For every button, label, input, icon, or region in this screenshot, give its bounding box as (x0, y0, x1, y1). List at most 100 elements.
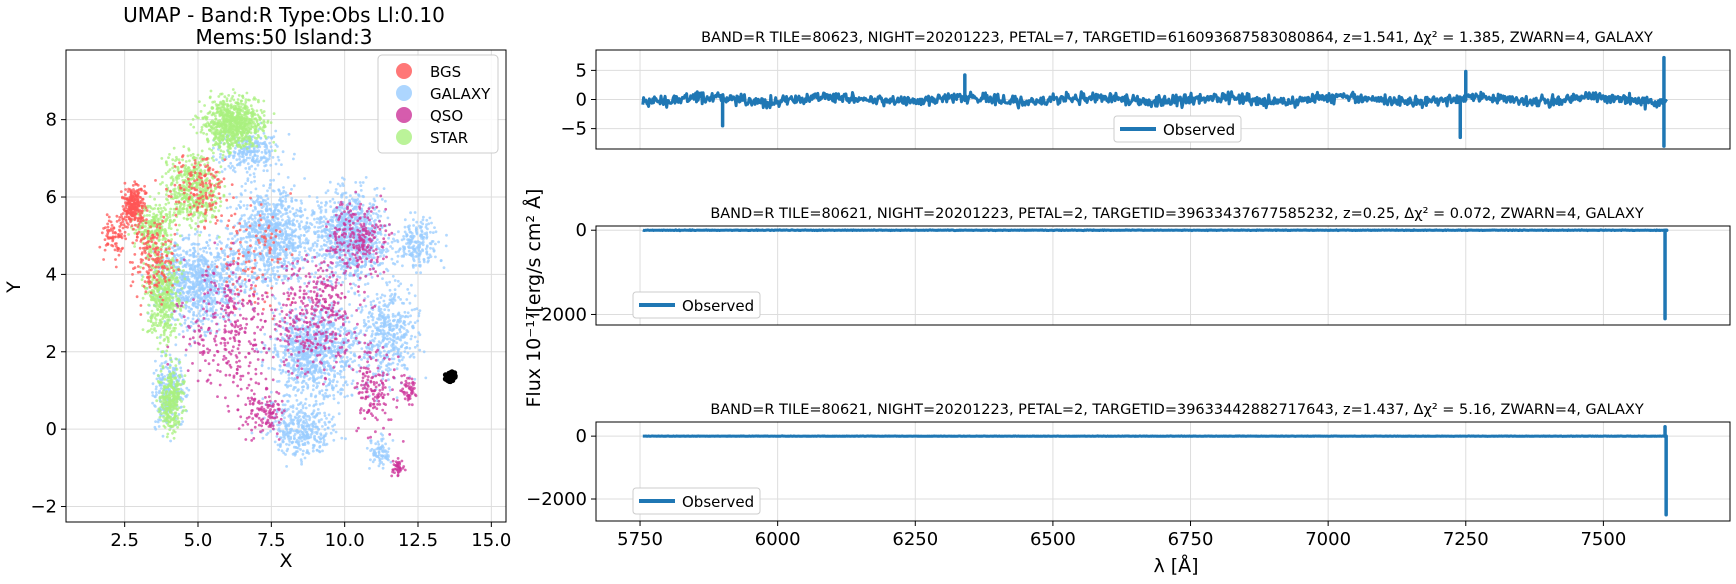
umap-point-galaxy (286, 176, 290, 179)
umap-point-galaxy (295, 219, 299, 223)
umap-point-galaxy (348, 303, 351, 306)
umap-point-galaxy (351, 379, 355, 383)
umap-point-galaxy (249, 234, 253, 238)
umap-point-galaxy (310, 431, 314, 435)
umap-point-galaxy (309, 360, 312, 363)
umap-point-galaxy (347, 216, 351, 220)
umap-point-galaxy (292, 359, 296, 363)
umap-point-galaxy (243, 282, 247, 286)
umap-point-galaxy (303, 282, 307, 285)
umap-point-galaxy (371, 338, 374, 342)
umap-point-galaxy (240, 214, 244, 218)
umap-point-galaxy (324, 234, 327, 238)
umap-point-galaxy (294, 368, 298, 372)
umap-point-galaxy (381, 316, 385, 320)
umap-point-galaxy (414, 264, 418, 267)
umap-point-galaxy (375, 343, 379, 347)
umap-point-galaxy (334, 350, 337, 354)
umap-point-galaxy (428, 216, 432, 220)
umap-point-galaxy (172, 249, 176, 253)
umap-point-galaxy (251, 217, 254, 221)
umap-point-galaxy (336, 390, 340, 394)
umap-point-galaxy (197, 303, 201, 307)
umap-point-galaxy (321, 402, 325, 405)
umap-point-galaxy (398, 248, 401, 252)
umap-point-galaxy (368, 467, 371, 470)
umap-point-galaxy (177, 273, 181, 276)
umap-point-galaxy (256, 201, 260, 204)
umap-point-galaxy (379, 324, 383, 328)
umap-point-galaxy (203, 330, 207, 334)
umap-point-galaxy (160, 373, 164, 376)
umap-point-galaxy (394, 314, 397, 318)
umap-point-galaxy (416, 319, 420, 323)
umap-point-galaxy (383, 233, 387, 237)
umap-title-line1: UMAP - Band:R Type:Obs Ll:0.10 (123, 3, 445, 27)
umap-point-galaxy (283, 394, 287, 397)
umap-point-galaxy (191, 282, 195, 286)
umap-point-galaxy (306, 386, 309, 390)
umap-point-galaxy (287, 355, 291, 359)
umap-point-galaxy (205, 307, 209, 311)
umap-point-galaxy (408, 346, 412, 350)
umap-point-galaxy (189, 280, 193, 284)
umap-point-galaxy (265, 433, 268, 436)
umap-point-galaxy (378, 312, 382, 316)
umap-point-galaxy (294, 307, 298, 311)
umap-point-galaxy (402, 254, 406, 257)
umap-point-galaxy (192, 322, 195, 325)
umap-point-galaxy (445, 233, 448, 237)
umap-point-galaxy (407, 227, 411, 230)
umap-point-galaxy (291, 222, 295, 226)
umap-point-galaxy (301, 424, 305, 428)
umap-point-galaxy (350, 393, 354, 397)
umap-point-galaxy (193, 293, 196, 297)
umap-point-galaxy (411, 234, 415, 238)
umap-point-galaxy (295, 407, 299, 410)
umap-point-galaxy (196, 268, 200, 271)
umap-point-galaxy (421, 243, 425, 247)
umap-point-galaxy (207, 317, 210, 321)
umap-point-galaxy (205, 240, 209, 244)
umap-point-galaxy (352, 282, 355, 286)
umap-point-galaxy (419, 251, 423, 254)
umap-point-galaxy (262, 184, 265, 188)
umap-point-galaxy (344, 191, 348, 195)
umap-point-galaxy (332, 323, 336, 327)
umap-point-galaxy (280, 317, 284, 320)
umap-point-galaxy (208, 268, 212, 271)
umap-point-galaxy (324, 227, 327, 231)
umap-point-galaxy (397, 284, 401, 288)
umap-point-galaxy (361, 264, 365, 268)
umap-point-galaxy (307, 441, 310, 445)
umap-point-galaxy (202, 249, 206, 253)
umap-point-galaxy (196, 252, 200, 256)
umap-point-galaxy (415, 271, 418, 274)
umap-point-galaxy (284, 453, 287, 456)
umap-point-galaxy (170, 271, 174, 275)
umap-point-galaxy (206, 259, 210, 263)
umap-point-galaxy (188, 248, 192, 252)
umap-point-galaxy (246, 274, 250, 278)
umap-point-galaxy (322, 335, 326, 338)
umap-point-galaxy (373, 199, 377, 203)
umap-point-galaxy (342, 184, 345, 188)
umap-point-galaxy (345, 383, 349, 387)
umap-point-galaxy (336, 192, 340, 196)
umap-point-galaxy (239, 238, 243, 242)
umap-point-galaxy (287, 247, 291, 251)
umap-point-galaxy (368, 310, 372, 314)
umap-point-galaxy (223, 276, 227, 280)
umap-point-galaxy (309, 222, 312, 225)
umap-point-galaxy (330, 215, 333, 219)
umap-point-galaxy (255, 347, 258, 351)
umap-point-galaxy (217, 282, 221, 286)
umap-point-galaxy (410, 239, 414, 242)
umap-point-galaxy (344, 337, 347, 341)
umap-point-galaxy (206, 298, 210, 302)
umap-point-galaxy (295, 399, 299, 402)
umap-point-galaxy (275, 282, 278, 285)
umap-point-galaxy (395, 396, 399, 399)
umap-point-galaxy (405, 242, 408, 246)
umap-point-galaxy (353, 292, 357, 296)
